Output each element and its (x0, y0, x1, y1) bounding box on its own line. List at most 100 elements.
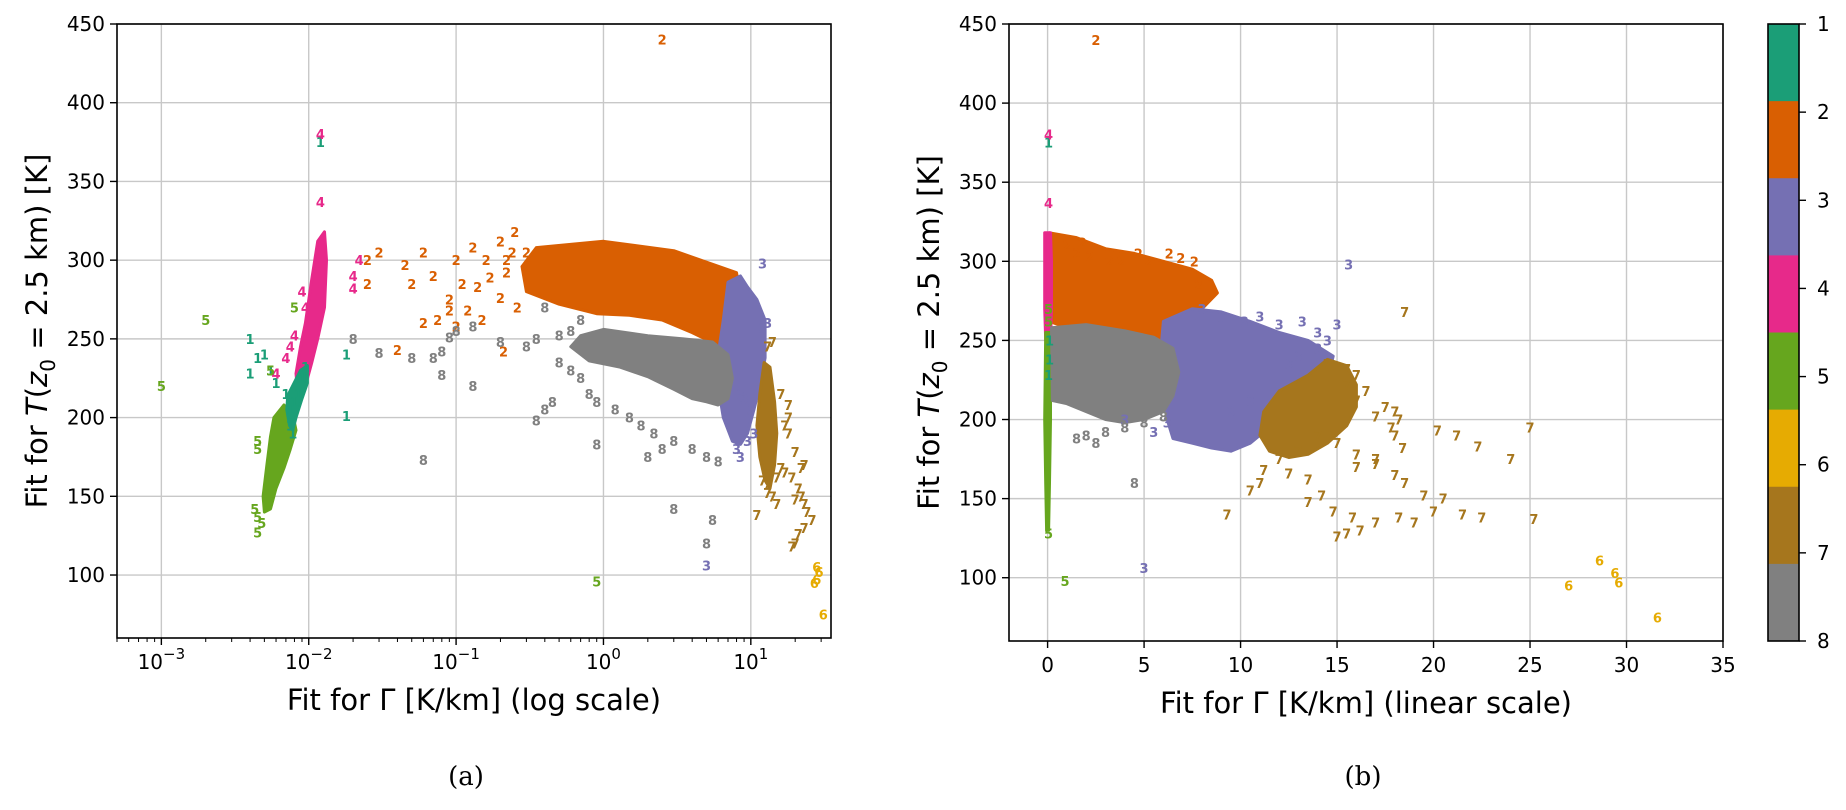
cluster-6-point: 6 (819, 608, 828, 623)
cluster-8-point: 8 (1091, 437, 1100, 452)
cluster-3-point: 3 (1323, 334, 1332, 349)
cluster-8-point: 8 (688, 443, 697, 458)
cluster-2-point: 2 (363, 278, 372, 293)
x-tick-label: 101 (733, 645, 768, 674)
cluster-7-point: 7 (768, 490, 777, 505)
cluster-3-point: 3 (1333, 319, 1342, 334)
cluster-8-point: 8 (555, 356, 564, 371)
x-tick-label: 20 (1421, 653, 1446, 677)
colorbar-segment-7 (1768, 486, 1799, 565)
cluster-1-point: 1 (297, 372, 306, 387)
colorbar-segment-2 (1768, 101, 1799, 179)
cluster-6-point: 6 (1610, 567, 1619, 582)
cluster-8-point: 8 (407, 352, 416, 367)
cluster-3-point: 3 (1240, 315, 1249, 330)
cluster-2-point: 2 (1190, 255, 1199, 270)
cluster-2-point: 2 (463, 305, 472, 320)
cluster-3-point: 3 (758, 322, 767, 337)
cluster-4-point: 4 (272, 368, 281, 383)
cluster-7-point: 7 (1323, 358, 1332, 373)
cluster-7-point: 7 (791, 493, 800, 508)
cluster-7-point: 7 (1352, 369, 1361, 384)
cluster-1-point: 1 (286, 404, 295, 419)
colorbar-segment-3 (1768, 178, 1799, 256)
cluster-4-point: 4 (316, 128, 325, 143)
cluster-5-point: 5 (253, 435, 262, 450)
cluster-2-point: 2 (363, 254, 372, 269)
cluster-8-point: 8 (576, 314, 585, 329)
cluster-3-point: 3 (758, 257, 767, 272)
cluster-7-point: 7 (1429, 505, 1438, 520)
cluster-7-point: 7 (800, 498, 809, 513)
cluster-3-point: 3 (736, 451, 745, 466)
cluster-1-point: 1 (342, 410, 351, 425)
cluster-3-point: 3 (1197, 303, 1206, 318)
cluster-4-dense-region (1043, 231, 1053, 342)
cluster-7-point: 7 (1342, 527, 1351, 542)
cluster-2-point: 2 (1176, 252, 1185, 267)
cluster-4-point: 4 (281, 352, 290, 367)
cluster-8-point: 8 (1120, 421, 1129, 436)
cluster-2-point: 2 (468, 242, 477, 257)
cluster-4-point: 4 (316, 196, 325, 211)
cluster-8-point: 8 (1130, 477, 1139, 492)
cluster-8-point: 8 (468, 380, 477, 395)
cluster-3-point: 3 (1275, 319, 1284, 334)
cluster-7-point: 7 (791, 446, 800, 461)
cluster-3-point: 3 (746, 404, 755, 419)
cluster-7-point: 7 (1317, 489, 1326, 504)
cluster-2-point: 2 (513, 301, 522, 316)
cluster-8-point: 8 (1072, 432, 1081, 447)
cluster-2-point: 2 (1086, 251, 1095, 266)
cluster-4-point: 4 (1044, 129, 1053, 144)
cluster-8-point: 8 (658, 443, 667, 458)
y-axis-label: Fit for T(z0 = 2.5 km) [K] (912, 155, 952, 510)
colorbar-tick-label: 3 (1817, 188, 1830, 212)
cluster-1-point: 1 (281, 388, 290, 403)
cluster-8-point: 8 (592, 396, 601, 411)
cluster-8-point: 8 (566, 364, 575, 379)
cluster-8-point: 8 (1101, 426, 1110, 441)
x-tick-label: 5 (1138, 653, 1151, 677)
cluster-6-point: 6 (814, 566, 823, 581)
cluster-8-point: 8 (1159, 410, 1168, 425)
cluster-8-point: 8 (429, 352, 438, 367)
cluster-5-point: 5 (592, 575, 601, 590)
x-axis-label: Fit for Γ [K/km] (log scale) (287, 683, 661, 717)
cluster-7-point: 7 (1304, 474, 1313, 489)
cluster-2-point: 2 (510, 226, 519, 241)
cluster-5-point: 5 (1060, 575, 1069, 590)
cluster-7-point: 7 (1329, 505, 1338, 520)
cluster-7-point: 7 (772, 471, 781, 486)
cluster-7-point: 7 (1433, 425, 1442, 440)
cluster-8-point: 8 (1082, 429, 1091, 444)
cluster-7-point: 7 (1477, 512, 1486, 527)
cluster-5-point: 5 (1044, 315, 1053, 330)
cluster-7-point: 7 (787, 471, 796, 486)
cluster-8-point: 8 (437, 369, 446, 384)
cluster-8-point: 8 (669, 435, 678, 450)
cluster-7-point: 7 (784, 412, 793, 427)
cluster-5-point: 5 (157, 380, 166, 395)
cluster-7-dense-region (755, 361, 779, 490)
cluster-7-point: 7 (1352, 448, 1361, 463)
x-tick-label: 10 (1228, 653, 1253, 677)
axes-frame (1008, 23, 1724, 642)
cluster-2-point: 2 (496, 235, 505, 250)
x-tick-label: 10−2 (285, 645, 333, 674)
cluster-5-point: 5 (253, 527, 262, 542)
cluster-5-point: 5 (290, 301, 299, 316)
cluster-7-point: 7 (800, 522, 809, 537)
cluster-2-point: 2 (1143, 255, 1152, 270)
cluster-7-point: 7 (752, 509, 761, 524)
cluster-2-point: 2 (522, 246, 531, 261)
cluster-3-point: 3 (736, 388, 745, 403)
y-tick-label: 300 (959, 249, 997, 273)
cluster-8-point: 8 (375, 347, 384, 362)
cluster-2-point: 2 (1091, 34, 1100, 49)
cluster-8-point: 8 (592, 438, 601, 453)
cluster-8-point: 8 (649, 427, 658, 442)
cluster-1-point: 1 (301, 361, 310, 376)
cluster-7-point: 7 (763, 478, 772, 493)
cluster-2-point: 2 (407, 278, 416, 293)
